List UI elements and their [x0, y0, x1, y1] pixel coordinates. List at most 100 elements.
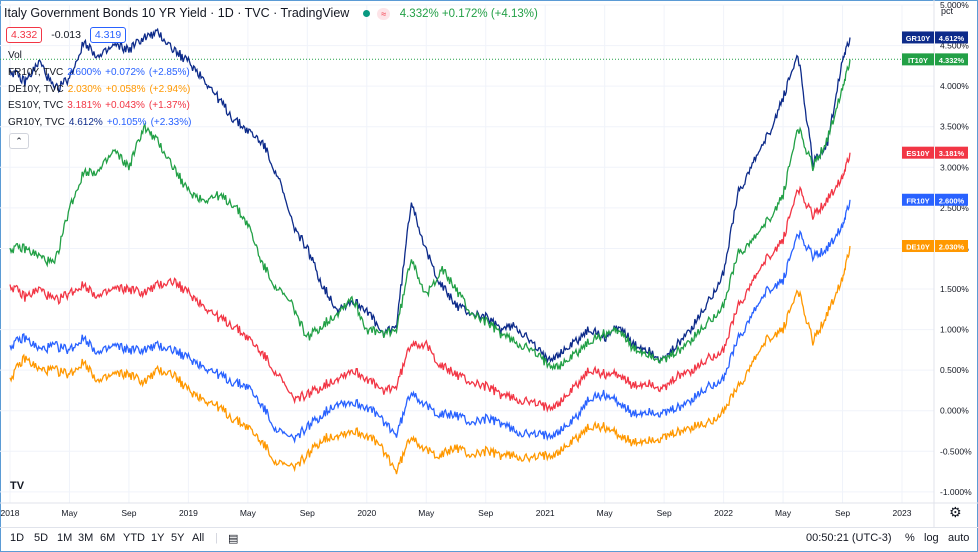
- clock[interactable]: 00:50:21 (UTC-3): [806, 532, 892, 544]
- price-tag-value: 3.181%: [939, 149, 965, 158]
- legend-row-gr10y[interactable]: GR10Y, TVC 4.612% +0.105% (+2.33%): [8, 115, 195, 132]
- series-tag-label: DE10Y: [906, 243, 930, 252]
- price-tag-value: 4.612%: [939, 34, 965, 43]
- legend-change: +0.072%: [105, 66, 145, 78]
- legend-pct: (+1.37%): [148, 100, 190, 112]
- timeframe-3m[interactable]: 3M: [78, 532, 94, 544]
- trade-row: 4.332 -0.013 4.319: [6, 27, 127, 43]
- price-tag-value: 4.332%: [939, 56, 965, 65]
- date-range-icon[interactable]: ▤: [228, 533, 239, 545]
- legend-vol[interactable]: Vol: [8, 50, 22, 61]
- spread-value: -0.013: [51, 29, 81, 41]
- bottom-toolbar: 1D 5D 1M 3M 6M YTD 1Y 5Y All | ▤ 00:50:2…: [0, 527, 978, 550]
- series-tag-fr10y[interactable]: [902, 193, 934, 206]
- y-tick-label: 1.500%: [940, 284, 969, 294]
- market-status-icon: [362, 10, 370, 18]
- legend-value: 2.600%: [67, 66, 102, 78]
- price-tag-value: 2.030%: [939, 243, 965, 252]
- legend-pct: (+2.33%): [150, 117, 192, 129]
- y-tick-label: 4.000%: [940, 81, 969, 91]
- legend-symbol: GR10Y, TVC: [8, 117, 65, 129]
- y-tick-label: 4.500%: [940, 41, 969, 51]
- series-tag-label: FR10Y: [906, 196, 929, 205]
- series-line-it10y[interactable]: [9, 59, 851, 371]
- series-line-gr10y[interactable]: [9, 27, 851, 365]
- x-tick-label: 2021: [536, 508, 555, 518]
- x-tick-label: Sep: [478, 508, 493, 518]
- y-tick-label: 1.000%: [940, 325, 969, 335]
- chevron-up-icon[interactable]: ⌃: [9, 133, 29, 149]
- tradingview-logo[interactable]: TV: [10, 480, 25, 492]
- sell-price-button[interactable]: 4.332: [6, 27, 43, 43]
- legend-pct: (+2.85%): [148, 66, 190, 78]
- series-tag-label: ES10Y: [906, 149, 929, 158]
- legend-row-es10y[interactable]: ES10Y, TVC 3.181% +0.043% (+1.37%): [8, 98, 195, 115]
- legend-value: 2.030%: [67, 83, 102, 95]
- x-tick-label: May: [597, 508, 614, 518]
- timeframe-5d[interactable]: 5D: [34, 532, 49, 544]
- timeframe-all[interactable]: All: [192, 532, 205, 544]
- x-tick-label: May: [418, 508, 435, 518]
- y-axis-unit: pct: [941, 6, 954, 16]
- series-line-fr10y[interactable]: [9, 199, 851, 444]
- series-line-es10y[interactable]: [9, 152, 851, 413]
- x-tick-label: May: [775, 508, 792, 518]
- gear-icon[interactable]: ⚙: [949, 504, 962, 520]
- legend-symbol: FR10Y, TVC: [8, 66, 64, 78]
- timeframe-6m[interactable]: 6M: [100, 532, 116, 544]
- y-tick-label: 2.500%: [940, 203, 969, 213]
- price-tag-de10y: [935, 240, 968, 253]
- buy-price-button[interactable]: 4.319: [89, 27, 127, 43]
- chart-header: Italy Government Bonds 10 YR Yield · 1D …: [4, 6, 538, 20]
- x-tick-label: May: [61, 508, 78, 518]
- legend-symbol: DE10Y, TVC: [8, 83, 64, 95]
- x-tick-label: Sep: [121, 508, 136, 518]
- legend-pct: (+2.94%): [149, 83, 191, 95]
- x-tick-label: 2019: [179, 508, 198, 518]
- price-tag-gr10y: [935, 31, 968, 44]
- series-tag-es10y[interactable]: [902, 146, 934, 159]
- legend-symbol: ES10Y, TVC: [8, 100, 64, 112]
- y-tick-label: 5.000%: [940, 0, 969, 10]
- price-tag-it10y: [935, 53, 968, 66]
- series-tag-it10y[interactable]: [902, 53, 934, 66]
- legend-row-fr10y[interactable]: FR10Y, TVC 2.600% +0.072% (+2.85%): [8, 65, 195, 82]
- series-line-de10y[interactable]: [9, 245, 851, 475]
- x-tick-label: Sep: [835, 508, 850, 518]
- legend-change: +0.058%: [105, 83, 146, 95]
- auto-scale-toggle[interactable]: auto: [948, 532, 970, 544]
- log-scale-toggle[interactable]: log: [924, 532, 939, 544]
- price-tag-es10y: [935, 146, 968, 159]
- x-tick-label: 2020: [357, 508, 376, 518]
- x-tick-label: May: [240, 508, 257, 518]
- legend-row-de10y[interactable]: DE10Y, TVC 2.030% +0.058% (+2.94%): [8, 82, 195, 99]
- series-tag-gr10y[interactable]: [902, 31, 934, 44]
- legend-value: 4.612%: [68, 117, 103, 129]
- price-tag-fr10y: [935, 193, 968, 206]
- y-tick-label: 3.500%: [940, 122, 969, 132]
- series-tag-label: GR10Y: [906, 34, 931, 43]
- series-legend: Vol FR10Y, TVC 2.600% +0.072% (+2.85%) DE10…: [8, 48, 195, 132]
- percent-scale-toggle[interactable]: %: [905, 532, 915, 544]
- timeframe-1y[interactable]: 1Y: [151, 532, 165, 544]
- chart-title: Italy Government Bonds 10 YR Yield · 1D …: [4, 6, 350, 20]
- price-tag-value: 2.600%: [939, 196, 965, 205]
- x-tick-label: 2022: [714, 508, 733, 518]
- x-tick-label: 2018: [1, 508, 20, 518]
- x-tick-label: Sep: [657, 508, 672, 518]
- y-tick-label: -1.000%: [940, 487, 972, 497]
- compare-badge[interactable]: ≈: [377, 7, 391, 20]
- legend-value: 3.181%: [67, 100, 102, 112]
- timeframe-1d[interactable]: 1D: [10, 532, 25, 544]
- last-price-change: 4.332% +0.172% (+4.13%): [399, 8, 538, 20]
- timeframe-5y[interactable]: 5Y: [171, 532, 185, 544]
- y-tick-label: 0.000%: [940, 406, 969, 416]
- toolbar-divider: |: [215, 532, 218, 544]
- series-tag-de10y[interactable]: [902, 240, 934, 253]
- y-tick-label: 0.500%: [940, 365, 969, 375]
- timeframe-1m[interactable]: 1M: [57, 532, 73, 544]
- legend-change: +0.043%: [105, 100, 145, 112]
- timeframe-ytd[interactable]: YTD: [123, 532, 145, 544]
- y-tick-label: -0.500%: [940, 446, 972, 456]
